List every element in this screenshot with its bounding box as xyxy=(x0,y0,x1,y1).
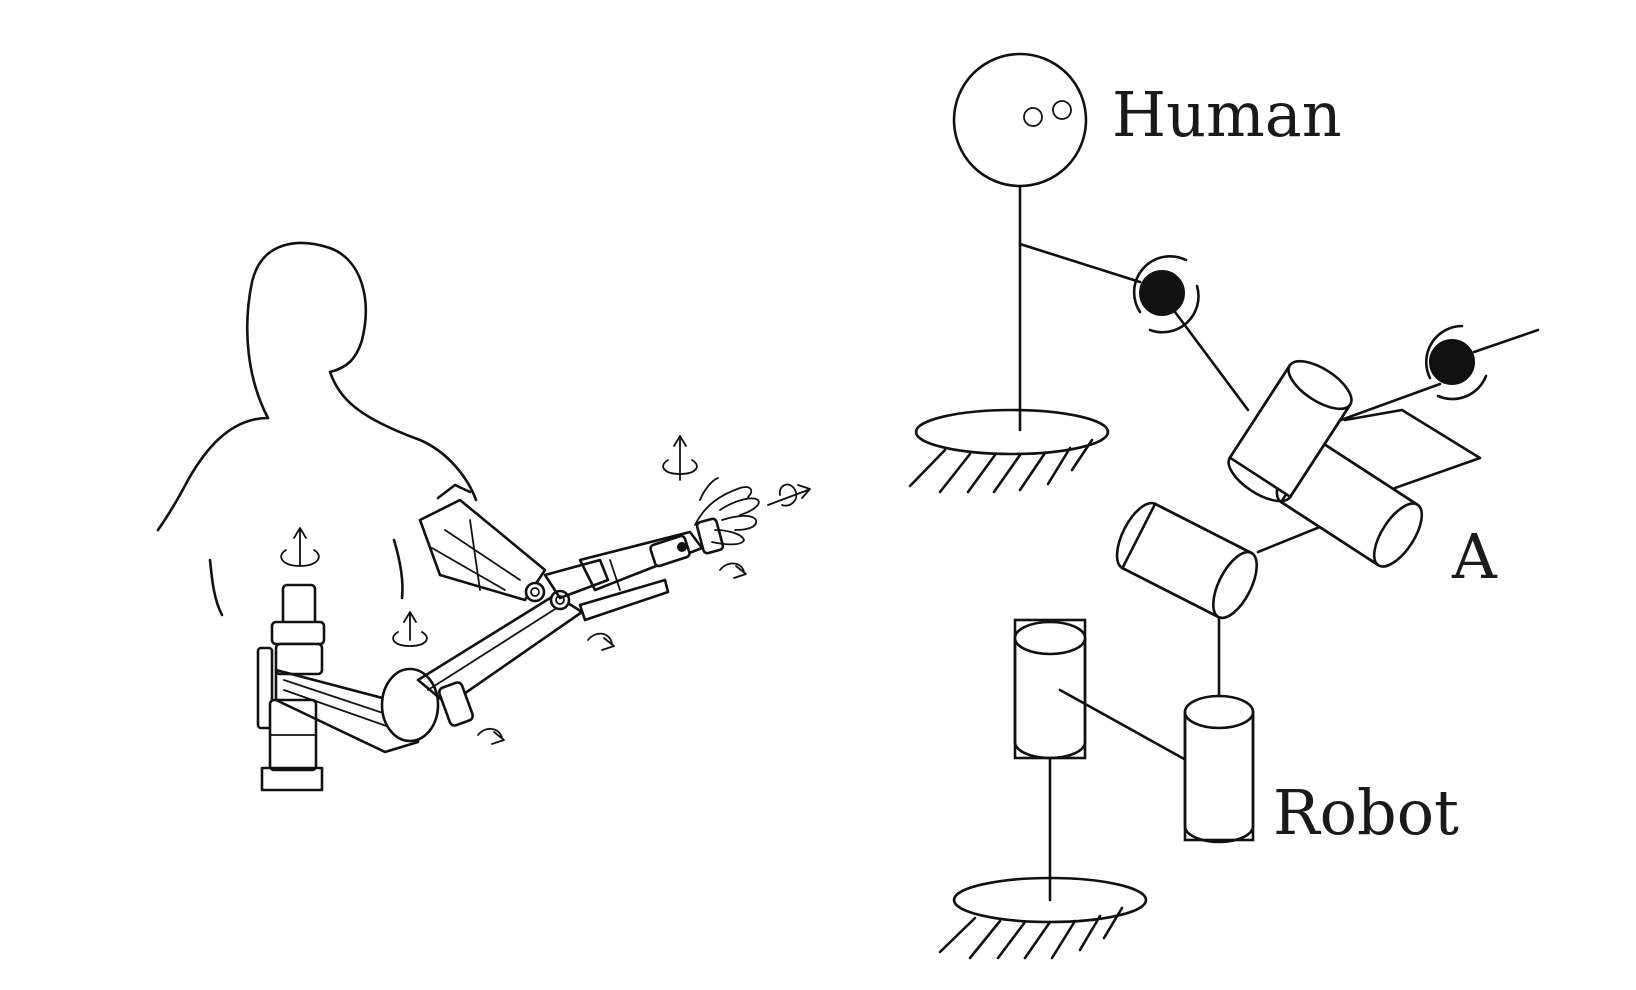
horizontal-arm xyxy=(274,667,440,754)
shoulder-joint xyxy=(1132,255,1200,334)
robot-base-cylinder xyxy=(1013,618,1087,760)
human-clavicle xyxy=(1018,242,1142,284)
base-post xyxy=(256,583,326,792)
hand xyxy=(694,477,760,546)
robot-parallel-linkage xyxy=(1328,382,1482,490)
label-a: A xyxy=(1451,520,1498,593)
upper-arm-link xyxy=(1173,310,1250,412)
kinematic-schematic: Human A Robot xyxy=(908,52,1540,960)
exoskeleton-illustration xyxy=(156,241,811,792)
person-torso-edge xyxy=(392,538,404,600)
forearm-brace xyxy=(578,517,725,622)
robot-third-cylinder xyxy=(1115,501,1258,620)
wrist-joint xyxy=(1425,324,1488,401)
robot-fifth-cylinder xyxy=(1227,359,1353,503)
hand-link xyxy=(1472,328,1540,354)
rotation-arrows xyxy=(280,435,811,745)
label-robot: Robot xyxy=(1273,776,1459,849)
robot-second-cylinder xyxy=(1183,694,1255,844)
upper-arm-shell xyxy=(418,483,547,602)
person-silhouette xyxy=(156,241,478,617)
robot-fourth-cylinder xyxy=(1275,439,1424,568)
robot-ground-hatch xyxy=(938,906,1124,960)
human-head xyxy=(952,52,1088,188)
human-ground-plate xyxy=(914,408,1110,456)
label-human: Human xyxy=(1112,78,1342,151)
robot-link-1 xyxy=(1058,688,1188,762)
diagonal-link xyxy=(416,589,584,727)
human-ground-hatch xyxy=(908,438,1094,494)
